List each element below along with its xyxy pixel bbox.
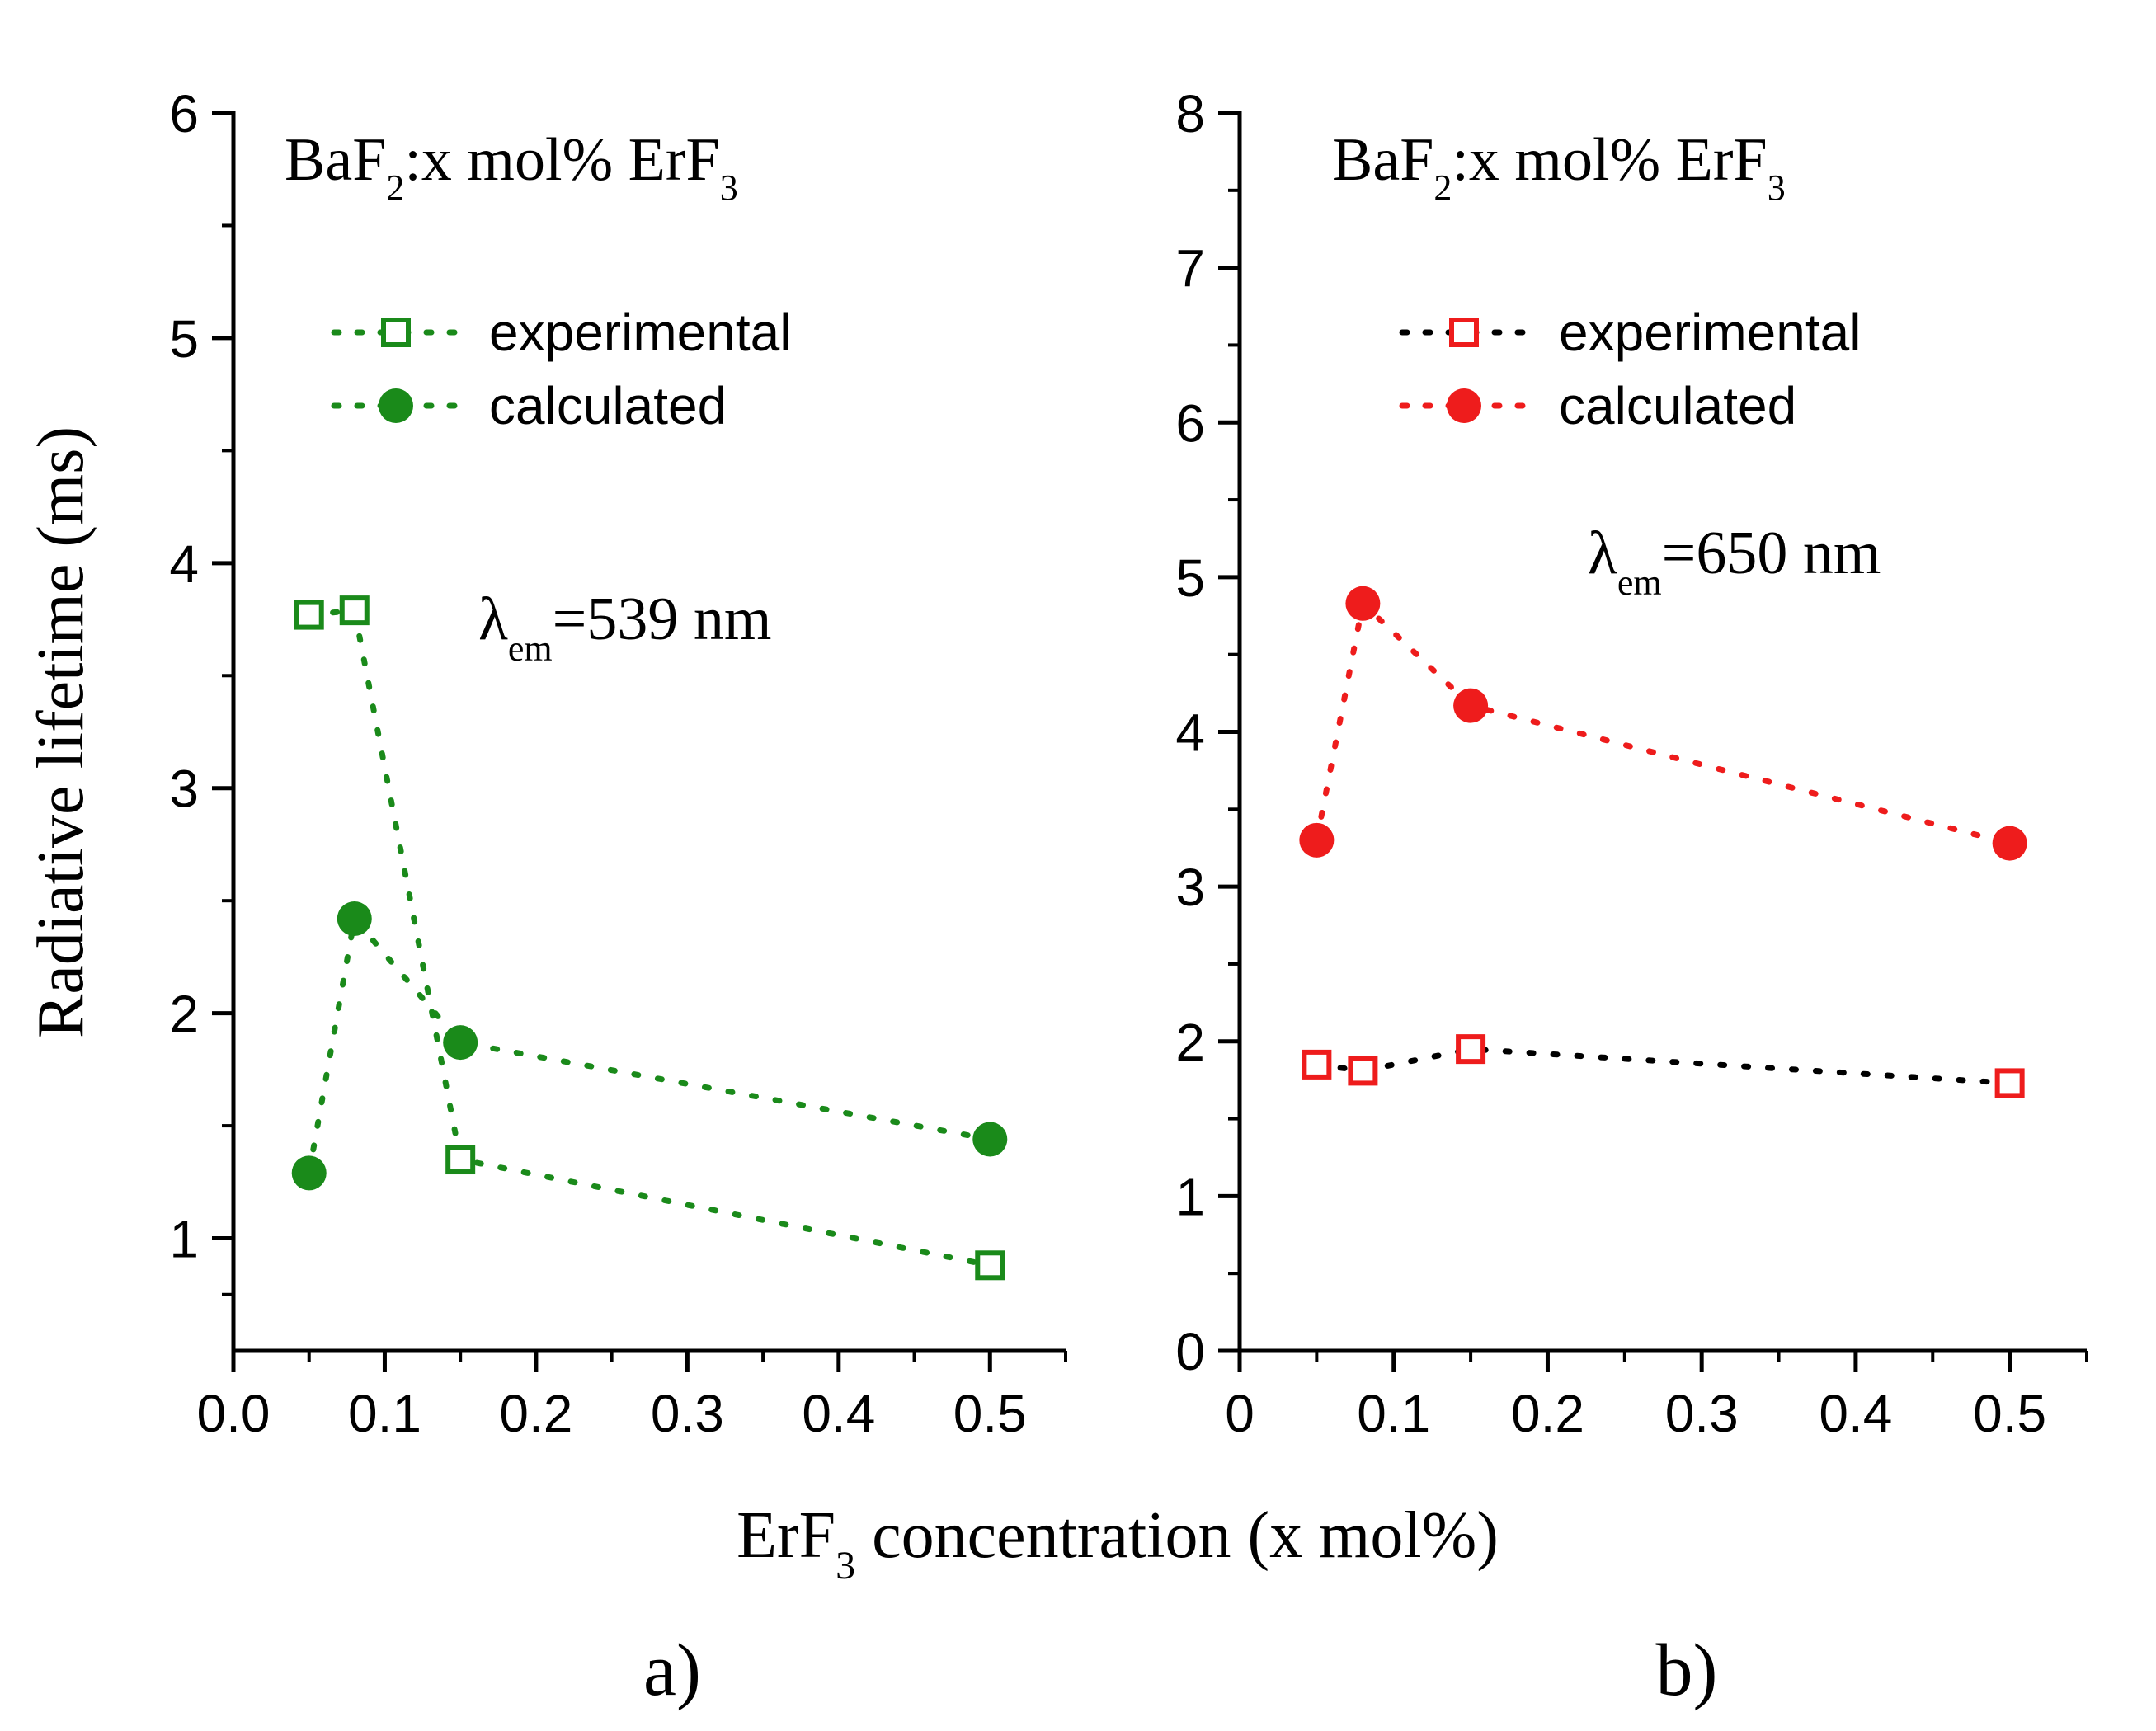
x-tick-label: 0.0 (197, 1384, 271, 1443)
annotation-lambda: λ (478, 586, 508, 653)
series-line-calculated (1313, 597, 2013, 847)
legend-marker-experimental (381, 318, 411, 347)
data-point-calculated (1345, 586, 1381, 621)
x-axis-label: ErF3 concentration (x mol%) (737, 1499, 1499, 1588)
data-point-calculated (972, 1122, 1008, 1157)
title-subscript: 3 (720, 167, 738, 208)
y-tick-label: 7 (1175, 239, 1205, 299)
panel-label: a) (643, 1630, 701, 1711)
x-axis-label-part: ErF (737, 1499, 836, 1572)
data-point-calculated (1992, 826, 2027, 861)
y-tick-label: 5 (1175, 548, 1205, 608)
panel-title: BaF2:x mol% ErF3 (285, 126, 738, 208)
legend-label-experimental: experimental (1559, 303, 1861, 362)
data-point-experimental (339, 595, 370, 626)
x-tick-label: 0.5 (953, 1384, 1027, 1443)
annotation-lambda: λ (1588, 520, 1617, 587)
title-subscript: 2 (386, 167, 404, 208)
annotation-value: =539 nm (553, 586, 772, 653)
title-part: :x mol% ErF (1452, 126, 1767, 194)
x-axis-label-subscript: 3 (836, 1544, 855, 1588)
x-tick-label: 0.3 (651, 1384, 724, 1443)
y-tick-label: 0 (1175, 1322, 1205, 1381)
annotation-subscript: em (508, 628, 553, 669)
y-tick-label: 2 (1175, 1013, 1205, 1072)
y-tick-label: 4 (169, 534, 199, 594)
data-point-experimental (975, 1250, 1005, 1281)
data-point-calculated (337, 901, 372, 937)
y-tick-label: 6 (1175, 393, 1205, 453)
data-point-experimental (1348, 1056, 1378, 1086)
title-part: BaF (285, 126, 386, 194)
x-tick-label: 0.4 (802, 1384, 875, 1443)
y-tick-label: 3 (1175, 858, 1205, 917)
legend-marker-calculated (1447, 388, 1481, 423)
x-tick-label: 0.5 (1973, 1384, 2046, 1443)
series-line-experimental (306, 607, 993, 1268)
title-part: BaF (1332, 126, 1433, 194)
x-tick-label: 0.3 (1665, 1384, 1739, 1443)
x-tick-label: 0.2 (1511, 1384, 1584, 1443)
x-axis-label-part: concentration (x mol%) (855, 1499, 1499, 1572)
legend-label-calculated: calculated (1559, 376, 1796, 435)
series-line-calculated (306, 912, 993, 1176)
x-tick-label: 0.4 (1819, 1384, 1892, 1443)
x-tick-label: 0.1 (348, 1384, 421, 1443)
data-point-experimental (1456, 1034, 1486, 1065)
data-point-experimental (294, 600, 324, 630)
y-tick-label: 1 (1175, 1167, 1205, 1226)
annotation-value: =650 nm (1662, 520, 1881, 587)
data-point-experimental (1302, 1049, 1332, 1080)
y-tick-label: 1 (169, 1210, 199, 1269)
legend-marker-calculated (379, 388, 413, 423)
data-point-calculated (1453, 688, 1489, 723)
y-tick-label: 4 (1175, 703, 1205, 763)
x-tick-label: 0.2 (499, 1384, 572, 1443)
legend-marker-experimental (1449, 318, 1479, 347)
data-point-calculated (1299, 822, 1335, 858)
y-tick-label: 6 (169, 84, 199, 143)
y-axis-label: Radiative lifetime (ms) (25, 426, 97, 1038)
legend-label-calculated: calculated (489, 376, 727, 435)
y-tick-label: 3 (169, 760, 199, 819)
y-tick-label: 8 (1175, 84, 1205, 143)
panel-label: b) (1656, 1630, 1718, 1711)
wavelength-annotation: λem=539 nm (478, 586, 771, 669)
y-tick-label: 2 (169, 985, 199, 1044)
series-line-experimental (1313, 1046, 2013, 1086)
title-subscript: 2 (1433, 167, 1452, 208)
data-point-experimental (1994, 1068, 2025, 1098)
data-point-calculated (443, 1025, 478, 1061)
title-subscript: 3 (1768, 167, 1786, 208)
panel-title: BaF2:x mol% ErF3 (1332, 126, 1786, 208)
x-tick-label: 0.1 (1357, 1384, 1430, 1443)
x-tick-label: 0 (1225, 1384, 1255, 1443)
y-tick-label: 5 (169, 309, 199, 369)
data-point-calculated (291, 1155, 327, 1191)
data-point-experimental (445, 1145, 476, 1175)
title-part: :x mol% ErF (404, 126, 719, 194)
wavelength-annotation: λem=650 nm (1588, 520, 1881, 603)
legend-label-experimental: experimental (489, 303, 791, 362)
annotation-subscript: em (1617, 562, 1662, 603)
